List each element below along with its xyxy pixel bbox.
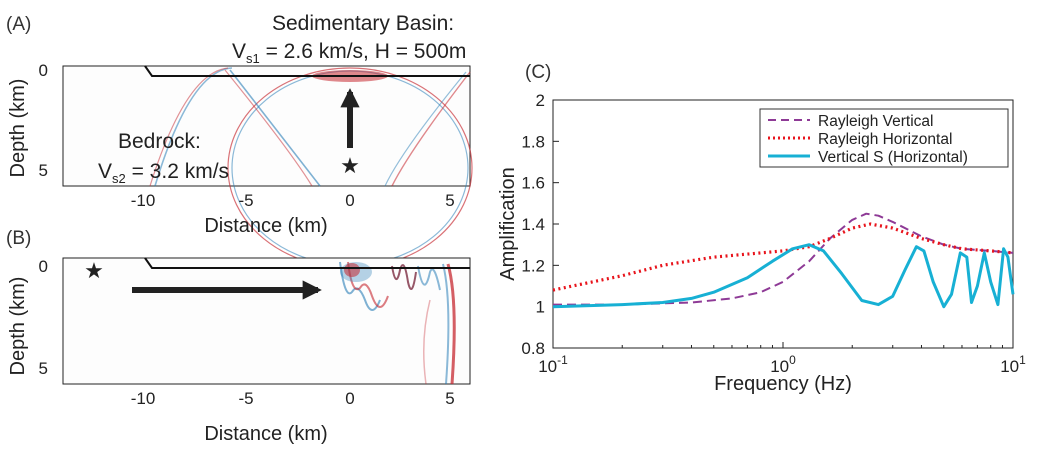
chart-xtick-label: 100 (770, 353, 796, 376)
reflection-arc-right (391, 71, 471, 187)
panel-c: (C) 0.8 1 1.2 1.4 1.6 1.8 2 10-1 100 101 Frequen… (497, 62, 1026, 395)
panel-b: (B) ★ -10 -5 0 5 0 5 Distance (km) Depth… (6, 228, 471, 445)
b-ytick: 5 (39, 359, 48, 378)
basin-title: Sedimentary Basin: (272, 12, 454, 35)
body-wave-faint (423, 299, 431, 385)
panel-b-plot-area (62, 257, 471, 385)
legend-label: Rayleigh Vertical (818, 113, 933, 130)
chart-ytick-label: 2 (536, 91, 545, 110)
b-ytick: 0 (39, 257, 48, 276)
chart-xticks: 10-1 100 101 (538, 342, 1026, 376)
b-xtick: -10 (131, 389, 156, 408)
chart-ytick-label: 1.6 (521, 174, 545, 193)
chart-xlabel: Frequency (Hz) (714, 373, 852, 395)
source-star-a: ★ (340, 153, 360, 178)
a-xlabel: Distance (km) (204, 215, 327, 237)
reflection-arc-far-left (154, 67, 233, 187)
b-xtick: 5 (445, 389, 454, 408)
series-line-rayleigh-horizontal (552, 222, 1014, 292)
bedrock-title: Bedrock: (118, 130, 201, 153)
a-ytick: 5 (39, 161, 48, 180)
panel-b-xticks: -10 -5 0 5 (131, 389, 455, 408)
series-line-vertical-s-horizontal (552, 243, 1015, 309)
chart-ytick-label: 1.4 (521, 215, 545, 234)
panel-a-xticks: -10 -5 0 5 (131, 191, 455, 210)
panel-c-label: (C) (525, 62, 551, 83)
basin-params: Vs1 = 2.6 km/s, H = 500m (232, 40, 466, 66)
bedrock-params: Vs2 = 3.2 km/s (98, 160, 229, 186)
panel-a-plot-area (62, 65, 471, 187)
basin-outline (144, 65, 470, 77)
chart-xtick-label: 10-1 (538, 353, 568, 376)
a-xtick: -10 (131, 191, 156, 210)
surface-wave-dark (391, 264, 417, 291)
a-xtick: -5 (238, 191, 253, 210)
legend-label: Vertical S (Horizontal) (818, 149, 968, 166)
panel-b-label: (B) (6, 228, 31, 249)
surface-wave-red (347, 261, 389, 308)
chart-ytick-label: 0.8 (521, 339, 545, 358)
legend-label: Rayleigh Horizontal (818, 131, 952, 148)
panel-a-wavefield: ★ (62, 65, 473, 269)
source-star-b: ★ (84, 258, 104, 283)
panel-a: (A) Sedimentary Basin: Vs1 = 2.6 km/s, H… (6, 12, 473, 269)
chart-ytick-label: 1 (536, 298, 545, 317)
chart-series (552, 212, 1015, 309)
chart-xtick-label: 101 (1000, 353, 1026, 376)
series-line-rayleigh-vertical (553, 212, 1014, 306)
chart-ytick-label: 1.2 (521, 256, 545, 275)
body-wave-red (446, 263, 456, 385)
reflection-arc-far-left-red (149, 67, 229, 187)
reflection-arc-left (229, 69, 321, 187)
b-xtick: -5 (238, 389, 253, 408)
chart-legend: Rayleigh Vertical Rayleigh Horizontal Ve… (759, 108, 1009, 168)
reflection-arc-right-blue (384, 71, 467, 187)
a-ylabel: Depth (km) (7, 79, 29, 178)
surface-wave-blue-2 (417, 265, 441, 291)
panel-a-label: (A) (6, 14, 31, 35)
a-xtick: 0 (345, 191, 354, 210)
a-ytick: 0 (39, 61, 48, 80)
chart-yticks: 0.8 1 1.2 1.4 1.6 1.8 2 (521, 91, 559, 358)
reflection-arc-left-red (224, 69, 313, 187)
a-xtick: 5 (445, 191, 454, 210)
b-ylabel: Depth (km) (7, 277, 29, 376)
b-xtick: 0 (345, 389, 354, 408)
chart-ylabel: Amplification (497, 167, 519, 280)
body-wave-blue (442, 263, 450, 385)
wave-blob (344, 263, 360, 277)
basin-outline-b (144, 257, 470, 269)
chart-ytick-label: 1.8 (521, 132, 545, 151)
b-xlabel: Distance (km) (204, 423, 327, 445)
